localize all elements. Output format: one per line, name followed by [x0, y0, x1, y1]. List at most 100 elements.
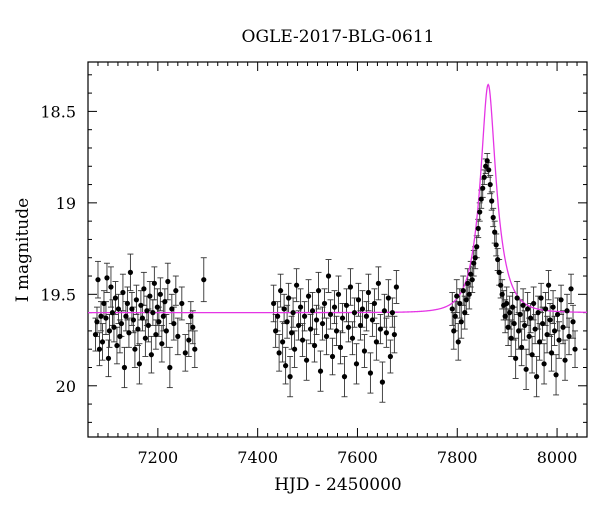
data-point: [99, 339, 106, 345]
data-point: [133, 297, 140, 303]
data-point: [94, 319, 100, 325]
data-point: [381, 308, 388, 314]
data-point: [481, 174, 487, 180]
data-point: [361, 348, 368, 354]
data-point: [147, 293, 153, 299]
data-point: [504, 300, 510, 307]
data-point: [179, 300, 185, 307]
data-point: [532, 326, 538, 332]
data-point: [389, 310, 395, 316]
data-point: [288, 330, 295, 336]
data-point: [535, 310, 541, 316]
data-point: [489, 198, 495, 204]
data-point: [373, 339, 380, 345]
data-point: [141, 286, 147, 292]
data-point: [553, 372, 559, 378]
data-point: [391, 331, 397, 338]
data-point: [505, 324, 511, 330]
data-point: [562, 357, 568, 363]
data-point: [188, 313, 194, 319]
data-point: [96, 346, 103, 352]
data-point: [492, 229, 498, 235]
data-point: [480, 185, 486, 191]
data-point: [124, 300, 131, 307]
data-point: [165, 278, 171, 285]
data-point: [276, 350, 282, 356]
data-point: [471, 260, 477, 266]
data-point: [123, 313, 129, 319]
data-point: [363, 313, 370, 319]
data-point: [120, 289, 126, 296]
data-point: [510, 304, 516, 310]
data-point: [115, 306, 122, 312]
data-point: [541, 361, 547, 367]
data-point: [449, 306, 455, 312]
data-point: [478, 196, 484, 202]
data-point: [570, 319, 576, 325]
data-point: [560, 324, 566, 330]
data-point: [379, 379, 386, 385]
data-point: [129, 306, 135, 312]
data-point: [138, 302, 144, 308]
data-point: [333, 328, 340, 334]
data-point: [275, 313, 281, 319]
data-point: [283, 363, 289, 369]
data-point: [507, 310, 513, 316]
data-point: [452, 313, 458, 319]
data-point: [547, 317, 553, 323]
plot-frame: [87, 61, 588, 438]
model-curve: [88, 83, 587, 314]
data-point: [544, 331, 550, 338]
data-point: [142, 335, 148, 341]
data-point: [511, 320, 517, 327]
data-point: [516, 328, 522, 334]
data-point: [307, 326, 314, 332]
y-tick-label: 20: [56, 377, 76, 396]
data-point: [551, 328, 558, 334]
data-point: [280, 339, 286, 345]
data-point: [472, 255, 478, 261]
data-point: [550, 304, 556, 310]
data-point: [531, 300, 537, 307]
data-point: [451, 328, 457, 334]
data-point: [135, 326, 141, 332]
data-point: [114, 342, 120, 349]
data-point: [101, 300, 107, 307]
data-point: [103, 315, 109, 321]
data-point: [136, 361, 142, 367]
data-point: [171, 320, 177, 327]
data-point: [175, 333, 181, 339]
data-point: [331, 304, 338, 310]
data-point: [148, 352, 154, 358]
data-point: [347, 284, 354, 290]
data-point: [92, 331, 99, 338]
data-point: [130, 317, 137, 323]
data-point: [498, 282, 504, 288]
data-point: [339, 315, 346, 321]
data-point: [371, 300, 378, 307]
data-point: [519, 344, 525, 350]
data-point: [106, 328, 113, 334]
data-point: [285, 295, 292, 301]
data-point: [496, 269, 502, 275]
data-point: [271, 300, 277, 307]
data-point: [309, 308, 316, 314]
error-bars: [92, 153, 579, 403]
data-point: [169, 306, 175, 312]
plot-area: [87, 61, 588, 438]
data-point: [499, 291, 505, 297]
data-point: [377, 326, 384, 332]
data-point: [490, 214, 496, 221]
data-point: [556, 337, 562, 343]
data-point: [520, 302, 526, 308]
data-point: [327, 311, 334, 318]
data-point: [564, 308, 570, 314]
data-point: [474, 244, 480, 250]
data-point: [319, 320, 326, 327]
data-point: [325, 273, 332, 279]
data-point: [477, 209, 483, 215]
data-point: [186, 337, 192, 343]
data-point: [466, 291, 472, 297]
data-point: [545, 282, 552, 288]
